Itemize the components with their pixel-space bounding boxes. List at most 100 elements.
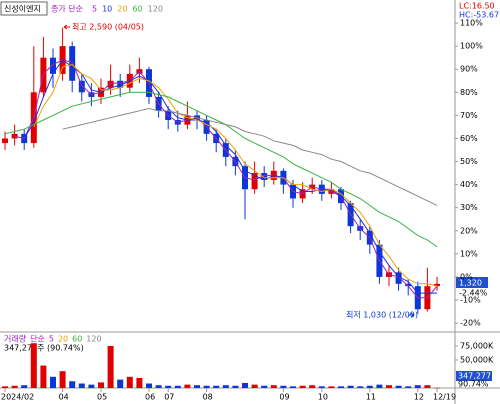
volume-tick-label: 50,000K <box>460 356 494 365</box>
x-tick-label: 11 <box>366 393 376 402</box>
moving-average <box>33 64 438 287</box>
volume-bar <box>78 383 85 388</box>
y-tick-label: 30% <box>460 203 478 212</box>
candle-body <box>434 283 440 287</box>
volume-bar <box>69 381 76 388</box>
y-tick-label: 50% <box>460 157 478 166</box>
volume-bar <box>155 385 162 388</box>
y-tick-label: -10% <box>460 296 481 305</box>
volume-bar <box>405 386 412 388</box>
moving-average <box>14 59 438 299</box>
volume-bar <box>203 385 210 388</box>
volume-bar <box>40 365 47 388</box>
high-label: 최고 2,590 (04/05) <box>72 22 144 32</box>
x-tick-label: 07 <box>164 393 174 402</box>
volume-bar <box>261 385 268 388</box>
candle-body <box>50 57 56 74</box>
volume-tick-label: 75,000K <box>460 342 494 351</box>
volume-bar <box>50 376 56 388</box>
price-box <box>456 277 488 288</box>
volume-bar <box>347 385 354 388</box>
low-arrow <box>408 312 415 318</box>
volume-bar <box>98 382 104 388</box>
volume-bar <box>136 377 143 388</box>
volume-bar <box>242 382 248 388</box>
x-tick-label: 05 <box>97 393 107 402</box>
moving-average <box>62 107 438 206</box>
moving-average <box>23 59 437 294</box>
y-tick-label: 10% <box>460 249 478 258</box>
volume-bar <box>165 385 172 388</box>
volume-bar <box>59 371 66 388</box>
volume-bar <box>174 385 181 388</box>
x-tick-label: 2024/02 <box>1 393 34 402</box>
candle-body <box>251 173 258 190</box>
volume-legend-entry: 60 <box>72 335 82 344</box>
change-label: -2.44% <box>459 289 488 298</box>
volume-bar <box>290 386 296 388</box>
volume-bar <box>30 343 37 388</box>
volume-legend-entry: 거래량 <box>4 334 27 344</box>
candle-body <box>2 138 8 144</box>
hc-label: HC:-53.67 <box>459 11 499 20</box>
price-label: 1,320 <box>459 279 482 288</box>
volume-bar <box>2 386 8 388</box>
x-tick-label: 12 <box>414 393 424 402</box>
moving-average <box>4 91 438 248</box>
high-arrow <box>63 24 70 30</box>
legend-entry: 10 <box>102 5 112 14</box>
y-tick-label: 20% <box>460 226 478 235</box>
candle-body <box>78 80 85 93</box>
candle-body <box>405 283 412 287</box>
volume-bar <box>213 385 220 388</box>
volume-bar <box>107 346 114 388</box>
volume-bar <box>357 386 364 388</box>
legend-entry: 20 <box>117 5 127 14</box>
volume-legend-entry: 20 <box>58 335 68 344</box>
volume-bar <box>309 385 316 388</box>
volume-ratio: 90.74% <box>458 380 489 389</box>
volume-bar <box>414 385 421 388</box>
volume-legend-entry: 120 <box>86 335 101 344</box>
volume-bar <box>222 385 229 388</box>
volume-bar <box>434 387 440 389</box>
y-tick-label: 40% <box>460 180 478 189</box>
volume-bar <box>338 386 344 388</box>
volume-bar <box>146 383 152 388</box>
y-tick-label: 60% <box>460 134 478 143</box>
candle-body <box>261 173 268 180</box>
volume-bar <box>184 384 191 388</box>
volume-bar <box>328 386 335 388</box>
stock-name: 신성이엔지 <box>4 4 41 14</box>
volume-last-label: 347,277주 (90.74%) <box>4 344 84 353</box>
volume-bar <box>395 385 402 388</box>
y-tick-label: 80% <box>460 88 478 97</box>
volume-bar <box>318 386 325 388</box>
stock-name-box[interactable] <box>0 1 48 16</box>
volume-bar <box>270 385 277 388</box>
volume-box <box>456 371 492 381</box>
y-tick-label: -20% <box>460 319 481 328</box>
y-tick-label: 0% <box>460 272 473 281</box>
volume-bar <box>280 385 287 388</box>
volume-box-label: 347,277 <box>458 372 491 381</box>
x-tick-label: 12/19 <box>433 393 456 402</box>
lc-label: LC:16.50 <box>459 2 495 11</box>
volume-bar <box>251 384 258 388</box>
volume-legend-entry: 5 <box>49 335 54 344</box>
candle-body <box>11 133 18 139</box>
volume-bar <box>366 385 373 388</box>
candle-body <box>395 272 402 284</box>
x-tick-label: 04 <box>59 393 69 402</box>
y-tick-label: 90% <box>460 65 478 74</box>
volume-bar <box>376 384 383 388</box>
candle-body <box>117 80 124 88</box>
y-tick-label: 100% <box>460 42 483 51</box>
x-tick-label: 10 <box>318 393 328 402</box>
low-label: 최저 1,030 (12/09) <box>346 310 418 320</box>
volume-bar <box>11 385 18 388</box>
volume-bar <box>126 376 133 388</box>
